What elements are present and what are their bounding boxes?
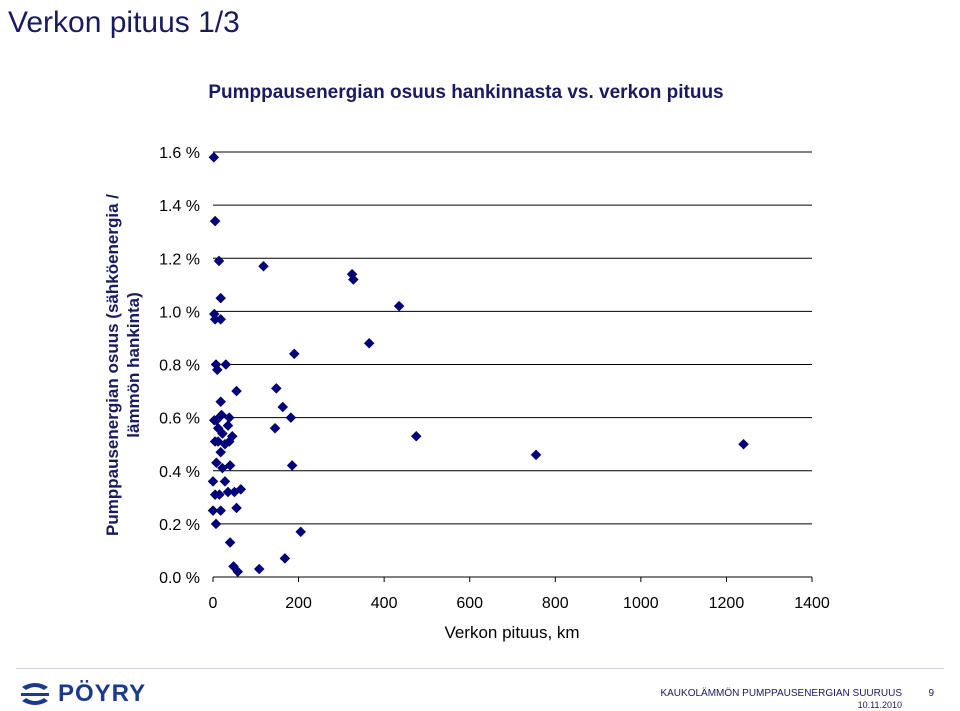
data-point xyxy=(269,422,281,434)
data-point xyxy=(363,337,375,349)
data-point xyxy=(215,505,227,516)
page-number: 9 xyxy=(928,688,934,699)
footer-divider xyxy=(16,668,944,669)
data-point xyxy=(216,409,227,421)
x-tick-labels: 0 200 400 600 800 1000 1200 1400 xyxy=(209,595,830,612)
data-point xyxy=(211,457,222,469)
data-point xyxy=(220,359,232,370)
data-point xyxy=(224,460,236,471)
data-point xyxy=(215,292,227,304)
company-logo: PÖYRY xyxy=(18,680,146,708)
y-tick-label: 0.2 % xyxy=(159,517,200,534)
data-point xyxy=(347,274,359,285)
y-axis-label-line-1: Pumppausenergian osuus (sähköenergia / xyxy=(103,194,122,536)
x-tick-label: 0 xyxy=(209,595,218,612)
grid-lines xyxy=(213,151,812,525)
data-point xyxy=(253,563,265,575)
x-tick-label: 600 xyxy=(456,595,483,612)
footer-caption: KAUKOLÄMMÖN PUMPPAUSENERGIAN SUURUUS xyxy=(660,688,902,699)
data-point xyxy=(213,255,225,267)
y-tick-label: 1.6 % xyxy=(159,145,200,162)
data-point xyxy=(209,215,221,227)
x-tick-label: 800 xyxy=(542,595,569,612)
x-tick-label: 400 xyxy=(371,595,398,612)
y-tick-labels: 0.0 % 0.2 % 0.4 % 0.6 % 0.8 % 1.0 % 1.2 % 1.4 %… xyxy=(159,145,200,587)
data-point xyxy=(215,313,227,325)
data-point xyxy=(217,428,228,439)
logo-text: PÖYRY xyxy=(58,680,147,707)
data-point xyxy=(277,401,289,413)
data-point xyxy=(279,553,291,564)
y-tick-label: 1.2 % xyxy=(159,251,200,268)
data-point xyxy=(208,151,220,163)
axes xyxy=(212,576,813,582)
y-tick-label: 0.4 % xyxy=(159,464,200,481)
data-point xyxy=(295,526,307,538)
chart-title: Pumppausenergian osuus hankinnasta vs. v… xyxy=(208,82,724,103)
poyry-logo-icon xyxy=(21,683,49,705)
data-point xyxy=(288,348,300,360)
data-point xyxy=(285,412,297,423)
data-point xyxy=(270,383,282,394)
data-point xyxy=(232,566,244,578)
data-point xyxy=(393,300,405,312)
data-point xyxy=(211,364,223,376)
data-point xyxy=(207,505,219,516)
data-point xyxy=(223,436,235,447)
data-point xyxy=(530,449,542,461)
y-tick-label: 1.0 % xyxy=(159,304,200,321)
data-point xyxy=(231,385,242,397)
data-points xyxy=(207,151,749,578)
slide-title: Verkon pituus 1/3 xyxy=(8,6,240,39)
x-tick-label: 1400 xyxy=(794,595,830,612)
data-point xyxy=(215,446,227,458)
x-tick-label: 1000 xyxy=(623,595,659,612)
data-point xyxy=(217,462,228,474)
data-point xyxy=(207,476,219,487)
data-point xyxy=(224,537,236,548)
x-tick-label: 1200 xyxy=(709,595,745,612)
data-point xyxy=(214,489,225,501)
footer-date: 10.11.2010 xyxy=(857,700,902,710)
y-axis-label-line-2: lämmön hankinta) xyxy=(124,292,143,437)
x-tick-label: 200 xyxy=(285,595,312,612)
y-tick-label: 0.6 % xyxy=(159,411,200,428)
y-tick-label: 1.4 % xyxy=(159,198,200,215)
data-point xyxy=(235,483,247,495)
data-point xyxy=(219,476,231,487)
data-point xyxy=(738,438,749,450)
x-axis-label: Verkon pituus, km xyxy=(444,623,579,642)
data-point xyxy=(215,396,227,408)
data-point xyxy=(410,430,422,442)
y-tick-label: 0.8 % xyxy=(159,358,200,375)
data-point xyxy=(222,420,234,431)
data-point xyxy=(258,260,269,272)
data-point xyxy=(286,460,298,471)
y-tick-label: 0.0 % xyxy=(159,570,200,587)
data-point xyxy=(210,518,222,530)
data-point xyxy=(231,502,242,514)
